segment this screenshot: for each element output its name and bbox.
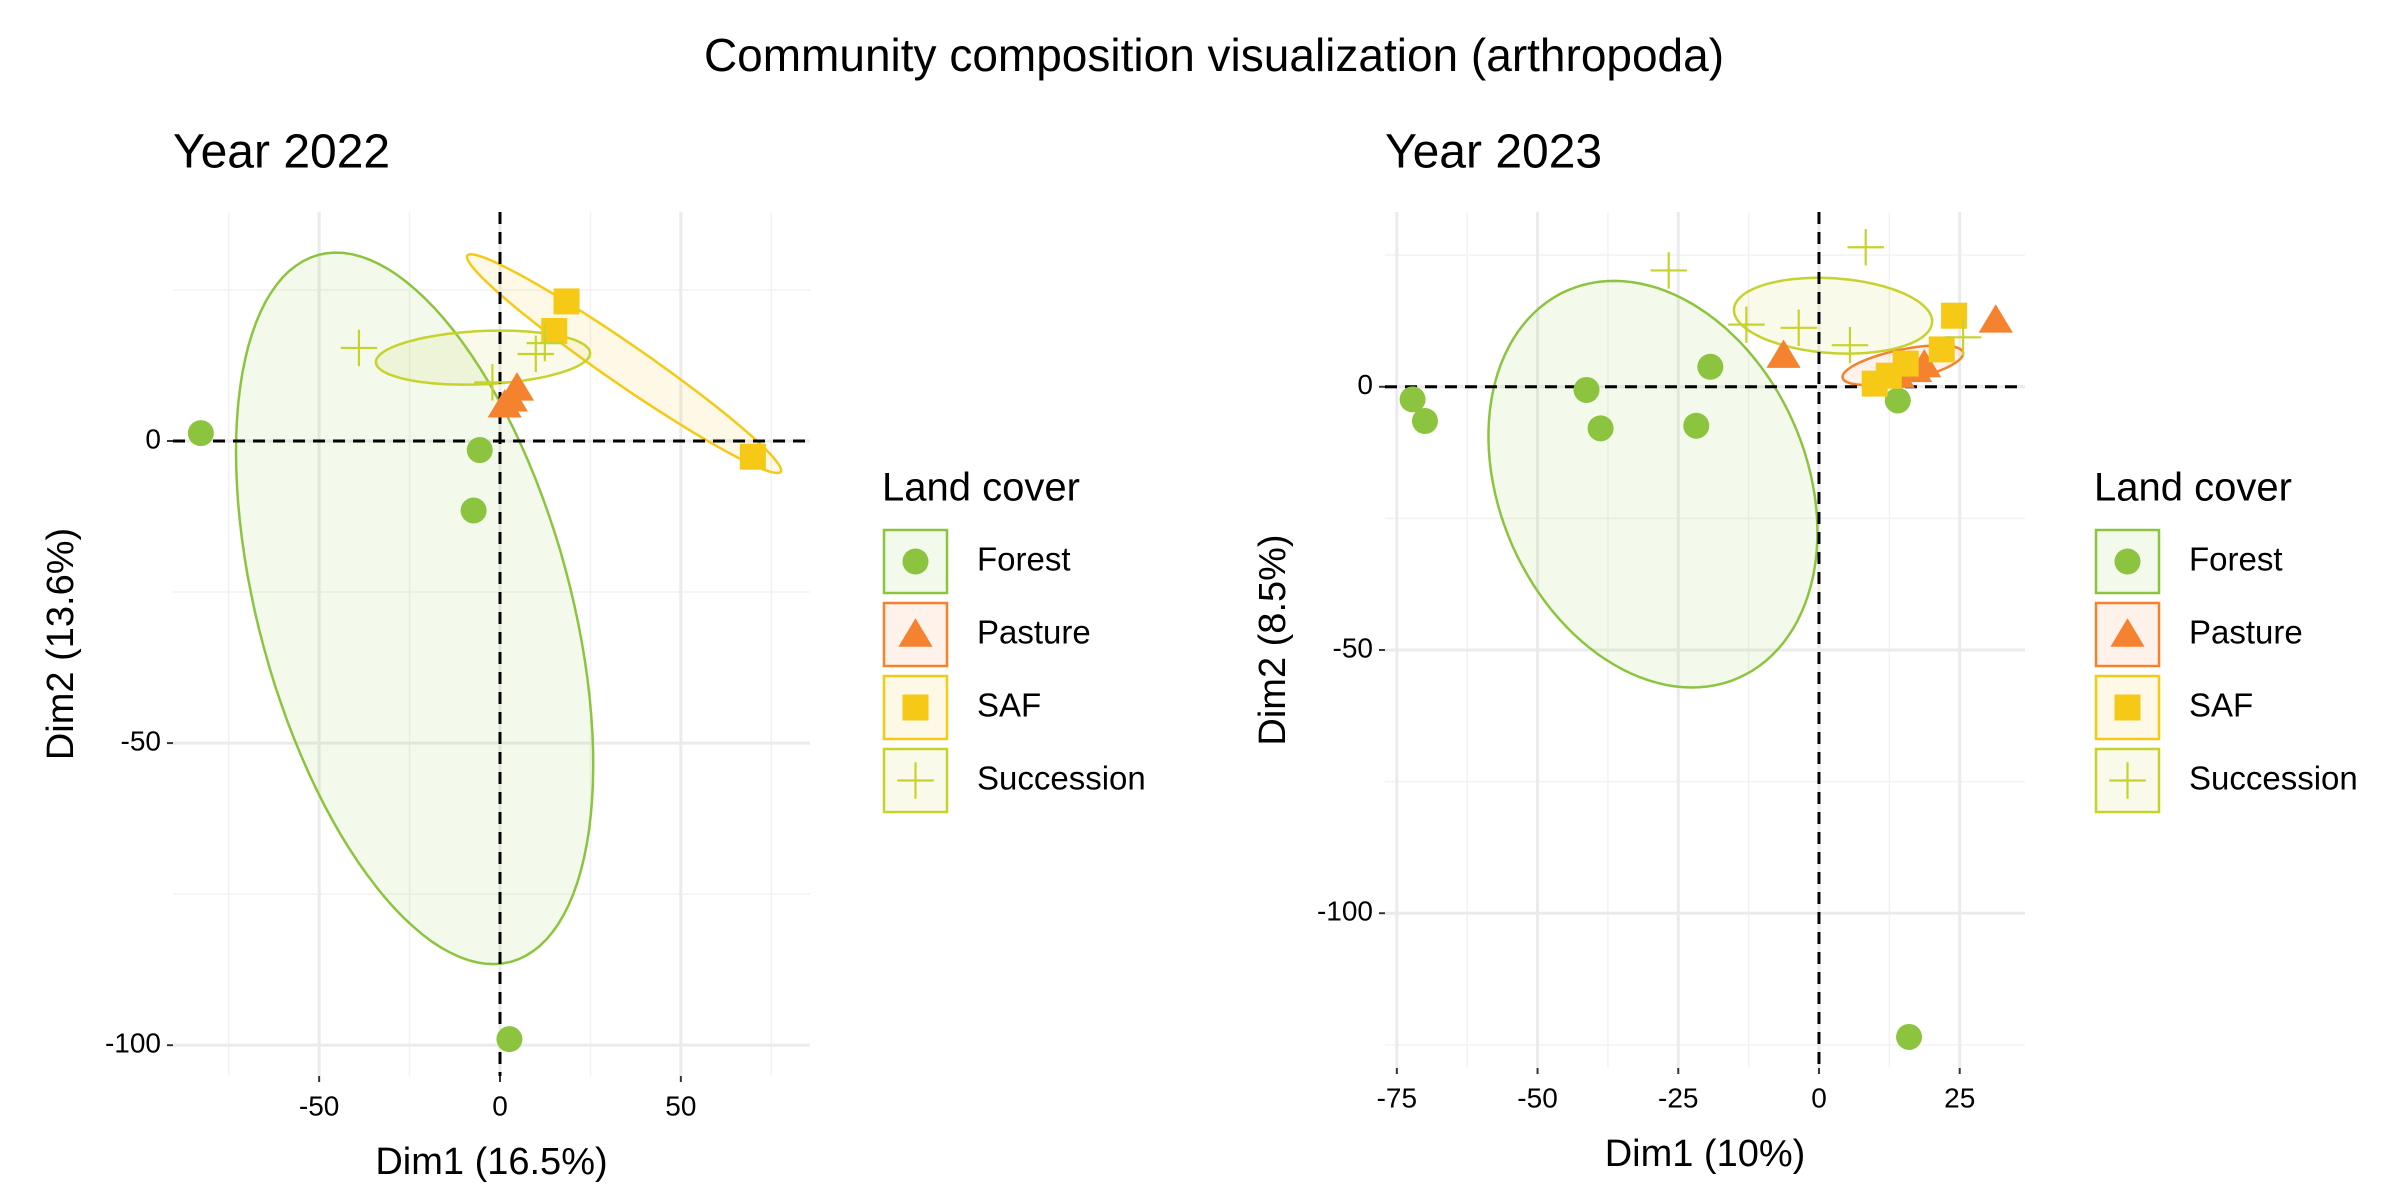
legend-label: Pasture (977, 614, 1091, 651)
point (187, 420, 214, 447)
legend-marker (2109, 762, 2146, 799)
x-tick-label: -50 (1517, 1082, 1557, 1113)
x-tick-label: 0 (1811, 1082, 1827, 1113)
y-tick-label: -100 (105, 1028, 161, 1059)
point (460, 497, 487, 524)
point (1650, 252, 1687, 289)
ellipse (234, 251, 595, 966)
panel-title: Year 2023 (1385, 126, 1602, 179)
legend-marker (2110, 618, 2145, 647)
point (517, 335, 555, 373)
y-tick-label: 0 (145, 423, 161, 454)
x-axis-label: Dim1 (16.5%) (375, 1141, 607, 1183)
y-tick-label: -100 (1317, 896, 1373, 927)
point (493, 383, 528, 412)
point (496, 1026, 523, 1053)
legend-key (2094, 528, 2161, 595)
legend-key (2094, 601, 2161, 668)
y-tick-label: -50 (1333, 632, 1373, 663)
legend-title: Land cover (882, 466, 1080, 510)
legend-label: Succession (977, 760, 1146, 797)
ellipse (1732, 276, 1934, 355)
legend-marker (2114, 694, 2141, 721)
main-title: Community composition visualization (art… (704, 29, 1724, 81)
point (474, 364, 511, 401)
point (340, 329, 378, 367)
point (1399, 386, 1426, 413)
x-axis-label: Dim1 (10%) (1605, 1133, 1806, 1175)
point (1766, 339, 1801, 368)
legend-marker (897, 762, 934, 799)
legend-marker (902, 694, 929, 721)
x-tick-label: -50 (299, 1090, 339, 1121)
x-tick-label: -25 (1658, 1082, 1698, 1113)
point (1896, 1023, 1923, 1050)
legend-key (2094, 674, 2161, 741)
x-tick-label: 0 (492, 1090, 508, 1121)
y-tick-label: 0 (1357, 369, 1373, 400)
point (1928, 336, 1955, 363)
point (1728, 306, 1765, 343)
point (1978, 304, 2013, 333)
legend-key (882, 674, 949, 741)
x-tick-label: 50 (665, 1090, 696, 1121)
legend-label: Forest (2189, 541, 2283, 578)
x-tick-label: 25 (1944, 1082, 1975, 1113)
point (1875, 362, 1902, 389)
x-tick-label: -75 (1377, 1082, 1417, 1113)
y-axis-label: Dim2 (8.5%) (1252, 534, 1294, 745)
point (1697, 353, 1724, 380)
panel-title: Year 2022 (173, 126, 390, 179)
legend-title: Land cover (2094, 466, 2292, 510)
legend-marker (902, 548, 929, 575)
point (1587, 415, 1614, 442)
point (553, 288, 580, 315)
point (1944, 319, 1982, 356)
point (1884, 387, 1911, 414)
point (1847, 229, 1884, 266)
point (1831, 326, 1869, 364)
y-tick-label: -50 (121, 725, 161, 756)
point (1780, 309, 1817, 347)
panel: Year 2022 -50 0 50 -100 -50 0 Dim1 (16.5%) Dim2 … (40, 126, 1146, 1183)
legend-marker (898, 618, 933, 647)
point (1573, 376, 1600, 403)
legend-label: Succession (2189, 760, 2358, 797)
legend-label: Forest (977, 541, 1071, 578)
ellipse (465, 253, 783, 475)
ellipse (1487, 279, 1819, 689)
legend-label: Pasture (2189, 614, 2303, 651)
y-axis-label: Dim2 (13.6%) (40, 528, 82, 760)
point (739, 443, 766, 470)
legend-label: SAF (2189, 687, 2253, 724)
legend-marker (2114, 548, 2141, 575)
point (1683, 412, 1710, 439)
legend-label: SAF (977, 687, 1041, 724)
point (1411, 407, 1438, 434)
point (466, 437, 493, 464)
point (526, 324, 564, 362)
